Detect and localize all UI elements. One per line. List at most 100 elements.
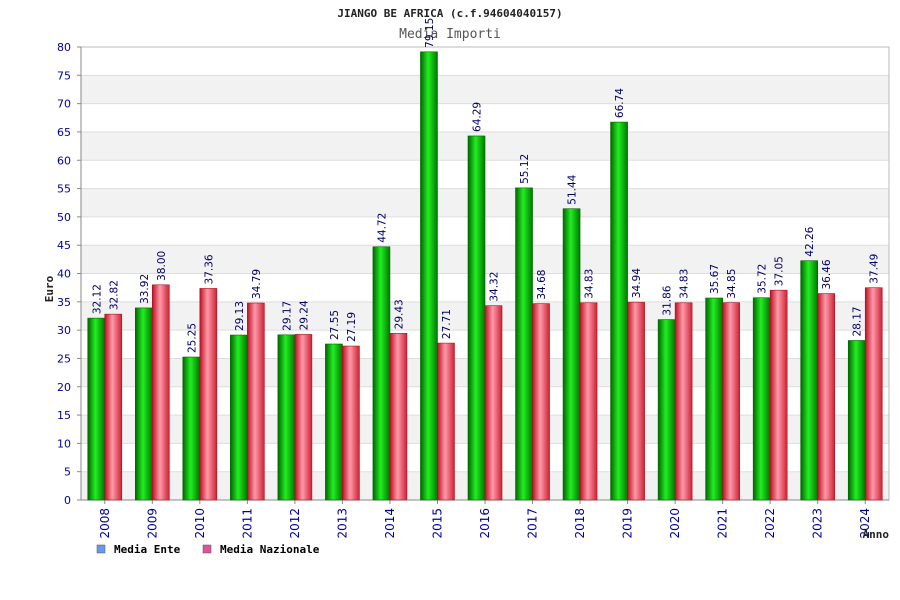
value-label-media-ente-2012: 29.17 bbox=[281, 301, 293, 331]
bar-media-ente-2016 bbox=[467, 135, 486, 501]
legend-swatch-media-nazionale bbox=[202, 544, 212, 554]
value-label-media-nazionale-2010: 37.36 bbox=[203, 254, 215, 284]
y-tick-label: 40 bbox=[57, 268, 71, 281]
value-label-media-ente-2021: 35.67 bbox=[709, 264, 721, 294]
value-label-media-nazionale-2018: 34.83 bbox=[584, 269, 596, 299]
y-tick-label: 30 bbox=[57, 324, 71, 337]
x-axis-label: Anno bbox=[863, 528, 890, 541]
x-tick-label: 2020 bbox=[668, 508, 682, 539]
x-tick-label: 2016 bbox=[478, 508, 492, 539]
value-label-media-nazionale-2011: 34.79 bbox=[251, 269, 263, 299]
bar-media-ente-2015 bbox=[420, 51, 438, 501]
value-label-media-nazionale-2024: 37.49 bbox=[869, 254, 881, 284]
bar-media-nazionale-2009 bbox=[151, 284, 170, 501]
y-tick-label: 0 bbox=[64, 494, 71, 507]
bar-media-nazionale-2020 bbox=[674, 302, 693, 501]
y-axis: 0 5 10 15 20 25 30 35 40 45 50 55 60 65 70 75 80 bbox=[57, 41, 82, 507]
x-tick-label: 2017 bbox=[526, 508, 540, 539]
bar-media-nazionale-2024 bbox=[864, 287, 883, 501]
bar-media-ente-2022 bbox=[752, 297, 771, 501]
value-label-media-ente-2011: 29.13 bbox=[234, 301, 246, 331]
x-tick-label: 2023 bbox=[811, 508, 825, 539]
value-label-media-ente-2014: 44.72 bbox=[376, 213, 388, 243]
y-tick-label: 5 bbox=[64, 466, 71, 479]
value-label-media-ente-2017: 55.12 bbox=[519, 154, 531, 184]
bar-media-nazionale-2013 bbox=[342, 345, 360, 501]
x-tick-label: 2008 bbox=[98, 508, 112, 539]
bar-media-ente-2020 bbox=[657, 319, 676, 501]
x-tick-label: 2012 bbox=[288, 508, 302, 539]
value-label-media-nazionale-2013: 27.19 bbox=[346, 312, 358, 342]
grid-band bbox=[81, 103, 889, 132]
bar-media-ente-2014 bbox=[372, 246, 391, 501]
value-label-media-ente-2024: 28.17 bbox=[852, 306, 864, 336]
value-label-media-nazionale-2017: 34.68 bbox=[536, 270, 548, 300]
value-label-media-nazionale-2022: 37.05 bbox=[774, 256, 786, 286]
value-label-media-nazionale-2015: 27.71 bbox=[441, 309, 453, 339]
legend-swatch-media-ente bbox=[96, 544, 106, 554]
bar-media-nazionale-2023 bbox=[817, 293, 836, 501]
bar-media-ente-2024 bbox=[847, 340, 866, 501]
value-label-media-nazionale-2021: 34.85 bbox=[726, 269, 738, 299]
grid-band bbox=[81, 47, 889, 76]
value-labels: 32.12 32.82 33.92 38.00 25.25 37.36 29.13 34.79… bbox=[91, 18, 880, 353]
bar-media-nazionale-2008 bbox=[104, 313, 123, 501]
value-label-media-ente-2022: 35.72 bbox=[757, 264, 769, 294]
bar-media-nazionale-2011 bbox=[247, 302, 265, 501]
value-label-media-nazionale-2016: 34.32 bbox=[489, 272, 501, 302]
legend-label-media-nazionale: Media Nazionale bbox=[220, 543, 320, 556]
value-label-media-ente-2008: 32.12 bbox=[91, 284, 103, 314]
bar-media-nazionale-2010 bbox=[199, 288, 218, 501]
y-tick-label: 65 bbox=[57, 126, 71, 139]
value-label-media-ente-2016: 64.29 bbox=[472, 102, 484, 132]
legend-label-media-ente: Media Ente bbox=[114, 543, 181, 556]
x-axis: 2008 2009 2010 2011 2012 2013 2014 2015 2016 2017… bbox=[81, 499, 889, 539]
bar-media-nazionale-2021 bbox=[722, 302, 740, 501]
x-tick-label: 2019 bbox=[621, 508, 635, 539]
grid-band bbox=[81, 75, 889, 104]
bar-media-ente-2019 bbox=[610, 121, 628, 501]
y-tick-label: 80 bbox=[57, 41, 71, 54]
y-tick-label: 35 bbox=[57, 296, 71, 309]
y-tick-label: 60 bbox=[57, 154, 71, 167]
y-tick-label: 55 bbox=[57, 183, 71, 196]
y-tick-label: 20 bbox=[57, 381, 71, 394]
bar-media-nazionale-2022 bbox=[769, 289, 788, 501]
bar-media-ente-2010 bbox=[182, 356, 201, 501]
value-label-media-ente-2018: 51.44 bbox=[567, 174, 579, 204]
bar-media-ente-2018 bbox=[562, 208, 581, 501]
value-label-media-ente-2020: 31.86 bbox=[662, 285, 674, 315]
bar-media-nazionale-2016 bbox=[484, 305, 503, 501]
bar-media-ente-2012 bbox=[277, 334, 296, 501]
y-axis-label: Euro bbox=[43, 275, 56, 302]
x-tick-label: 2010 bbox=[193, 508, 207, 539]
bar-media-ente-2021 bbox=[705, 297, 723, 501]
x-tick-label: 2021 bbox=[716, 508, 730, 539]
bar-media-ente-2008 bbox=[87, 317, 106, 501]
value-label-media-ente-2010: 25.25 bbox=[186, 323, 198, 353]
bar-media-ente-2023 bbox=[800, 260, 819, 501]
value-label-media-ente-2009: 33.92 bbox=[139, 274, 151, 304]
x-tick-label: 2013 bbox=[335, 508, 349, 539]
value-label-media-ente-2013: 27.55 bbox=[329, 310, 341, 340]
legend: Media Ente Media Nazionale bbox=[96, 543, 320, 556]
bar-media-ente-2011 bbox=[230, 334, 248, 501]
x-tick-label: 2011 bbox=[240, 508, 254, 539]
chart-title: JIANGO BE AFRICA (c.f.94604040157) bbox=[337, 7, 562, 20]
bar-media-nazionale-2014 bbox=[389, 333, 408, 501]
bar-media-nazionale-2018 bbox=[579, 302, 598, 501]
y-tick-label: 25 bbox=[57, 352, 71, 365]
chart-subtitle: Media Importi bbox=[399, 27, 501, 42]
value-label-media-nazionale-2012: 29.24 bbox=[298, 300, 310, 330]
value-label-media-ente-2023: 42.26 bbox=[804, 226, 816, 256]
value-label-media-nazionale-2009: 38.00 bbox=[156, 251, 168, 281]
value-label-media-nazionale-2019: 34.94 bbox=[631, 268, 643, 298]
value-label-media-nazionale-2014: 29.43 bbox=[393, 299, 405, 329]
value-label-media-ente-2019: 66.74 bbox=[614, 88, 626, 118]
bars bbox=[87, 51, 883, 501]
y-tick-label: 75 bbox=[57, 69, 71, 82]
x-tick-label: 2015 bbox=[430, 508, 444, 539]
x-tick-label: 2022 bbox=[763, 508, 777, 539]
